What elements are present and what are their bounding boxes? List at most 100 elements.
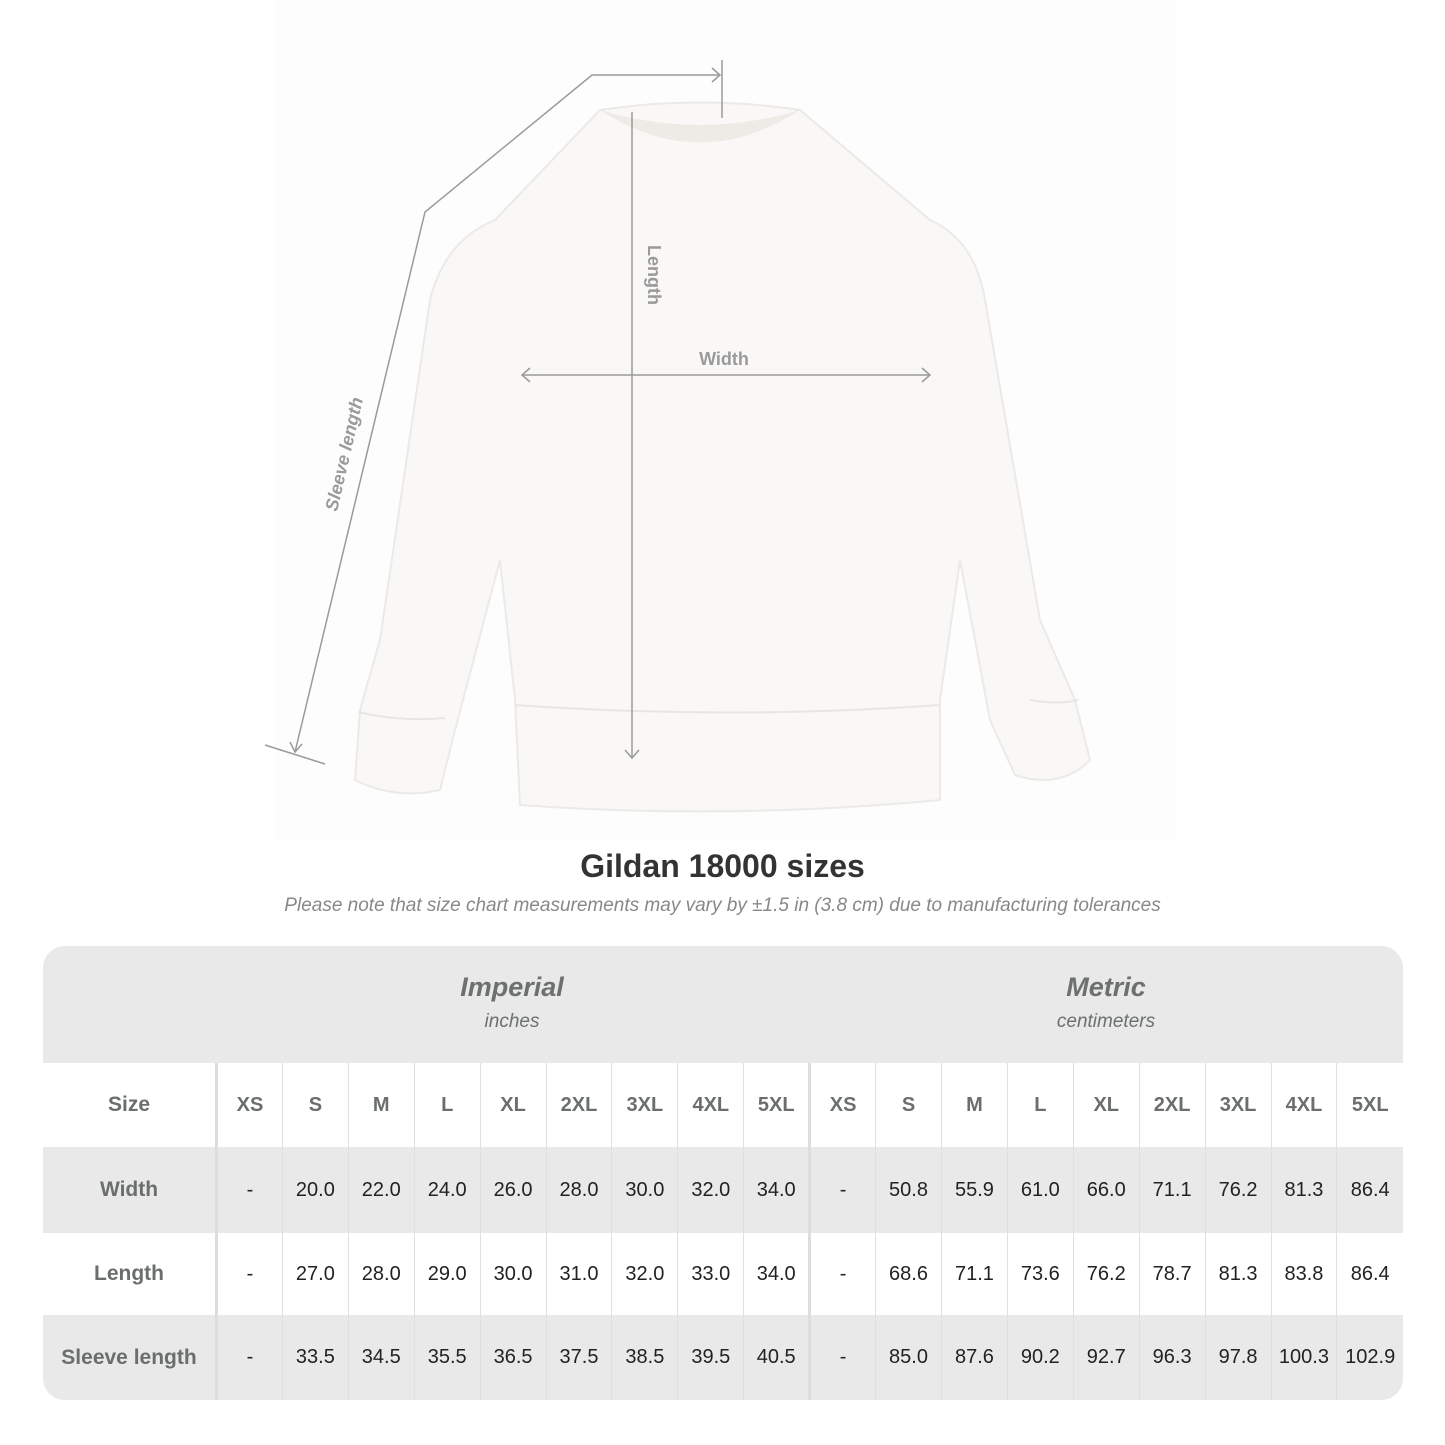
table-cell-imperial: 30.0 — [611, 1147, 678, 1233]
metric-header: Metric centimeters — [809, 946, 1403, 1063]
size-column-header-imperial: 3XL — [611, 1063, 678, 1147]
size-grid: Size XS S M L XL 2XL 3XL 4XL 5XL XS S M L XL 2XL 3XL 4XL 5… — [43, 1063, 1403, 1400]
metric-title: Metric — [1066, 972, 1146, 1002]
table-cell-imperial: 32.0 — [677, 1147, 744, 1233]
width-label: Width — [699, 349, 749, 369]
table-cell-imperial: - — [216, 1147, 283, 1233]
table-cell-metric: 87.6 — [940, 1315, 1008, 1400]
table-cell-imperial: 26.0 — [479, 1147, 547, 1233]
table-cell-imperial: 24.0 — [413, 1147, 481, 1233]
size-column-header-metric: 3XL — [1204, 1063, 1271, 1147]
sleeve-length-line — [294, 74, 720, 753]
size-label: Size — [43, 1063, 218, 1147]
size-column-header-metric: L — [1006, 1063, 1074, 1147]
arrowhead-icon — [921, 367, 932, 383]
sleeve-bottom-tick — [264, 744, 326, 765]
table-cell-metric: 83.8 — [1270, 1233, 1337, 1315]
table-cell-metric: 71.1 — [940, 1233, 1008, 1315]
arrowhead-icon — [520, 367, 531, 383]
table-cell-imperial: 33.5 — [281, 1315, 349, 1400]
arrowhead-icon — [289, 741, 303, 754]
table-cell-imperial: 20.0 — [281, 1147, 349, 1233]
row-label: Sleeve length — [43, 1315, 218, 1400]
table-row: Width -20.0 22.0 24.0 26.0 28.0 30.0 32.0 34.0-5… — [43, 1147, 1403, 1233]
table-cell-imperial: 29.0 — [413, 1233, 481, 1315]
table-cell-imperial: 40.5 — [743, 1315, 810, 1400]
table-cell-imperial: 39.5 — [677, 1315, 744, 1400]
table-cell-metric: - — [808, 1233, 876, 1315]
size-column-header-imperial: S — [281, 1063, 349, 1147]
table-cell-metric: - — [808, 1315, 876, 1400]
table-cell-imperial: 22.0 — [347, 1147, 415, 1233]
size-column-header-metric: XL — [1072, 1063, 1140, 1147]
table-cell-imperial: 33.0 — [677, 1233, 744, 1315]
size-column-header-imperial: M — [347, 1063, 415, 1147]
table-cell-metric: 66.0 — [1072, 1147, 1140, 1233]
table-cell-metric: 96.3 — [1138, 1315, 1206, 1400]
metric-unit: centimeters — [1056, 1011, 1156, 1032]
size-column-header-metric: S — [875, 1063, 942, 1147]
page-title: Gildan 18000 sizes — [580, 848, 865, 884]
table-cell-metric: 85.0 — [875, 1315, 942, 1400]
size-column-header-imperial: 5XL — [743, 1063, 810, 1147]
table-cell-imperial: 38.5 — [611, 1315, 678, 1400]
table-row: Sleeve length -33.5 34.5 35.5 36.5 37.5 38.5 39… — [43, 1315, 1403, 1400]
table-cell-metric: 73.6 — [1006, 1233, 1074, 1315]
row-label: Length — [43, 1233, 218, 1315]
tolerance-note: Please note that size chart measurements… — [284, 895, 1161, 916]
size-column-header-imperial: 2XL — [545, 1063, 612, 1147]
table-cell-imperial: - — [216, 1315, 283, 1400]
arrowhead-icon — [624, 749, 640, 760]
table-cell-metric: 81.3 — [1270, 1147, 1337, 1233]
row-label: Width — [43, 1147, 218, 1233]
table-cell-imperial: - — [216, 1233, 283, 1315]
table-cell-imperial: 36.5 — [479, 1315, 547, 1400]
size-column-header-metric: 5XL — [1336, 1063, 1403, 1147]
size-column-header-imperial: XL — [479, 1063, 547, 1147]
table-cell-metric: 55.9 — [940, 1147, 1008, 1233]
arrowhead-icon — [711, 67, 722, 83]
table-cell-imperial: 35.5 — [413, 1315, 481, 1400]
table-cell-metric: 61.0 — [1006, 1147, 1074, 1233]
size-column-header-metric: 4XL — [1270, 1063, 1337, 1147]
measurement-lines — [264, 60, 932, 765]
table-cell-imperial: 28.0 — [347, 1233, 415, 1315]
table-cell-imperial: 27.0 — [281, 1233, 349, 1315]
table-cell-imperial: 34.0 — [743, 1147, 810, 1233]
table-cell-imperial: 32.0 — [611, 1233, 678, 1315]
table-row: Length -27.0 28.0 29.0 30.0 31.0 32.0 33.0 34.0-… — [43, 1233, 1403, 1315]
sweatshirt-diagram: Width Length Sleeve length — [264, 60, 1092, 813]
imperial-title: Imperial — [460, 972, 564, 1002]
table-cell-metric: 92.7 — [1072, 1315, 1140, 1400]
table-cell-metric: - — [808, 1147, 876, 1233]
imperial-unit: inches — [484, 1011, 540, 1032]
size-column-header-imperial: L — [413, 1063, 481, 1147]
table-cell-metric: 86.4 — [1336, 1233, 1403, 1315]
table-cell-imperial: 31.0 — [545, 1233, 612, 1315]
table-cell-metric: 71.1 — [1138, 1147, 1206, 1233]
table-cell-imperial: 34.5 — [347, 1315, 415, 1400]
table-cell-imperial: 34.0 — [743, 1233, 810, 1315]
table-cell-imperial: 30.0 — [479, 1233, 547, 1315]
table-cell-metric: 76.2 — [1204, 1147, 1271, 1233]
size-column-header-metric: 2XL — [1138, 1063, 1206, 1147]
size-column-header-imperial: 4XL — [677, 1063, 744, 1147]
table-cell-metric: 78.7 — [1138, 1233, 1206, 1315]
table-cell-metric: 100.3 — [1270, 1315, 1337, 1400]
table-cell-metric: 102.9 — [1336, 1315, 1403, 1400]
table-cell-metric: 68.6 — [875, 1233, 942, 1315]
table-cell-imperial: 28.0 — [545, 1147, 612, 1233]
size-column-header-metric: M — [940, 1063, 1008, 1147]
table-cell-metric: 50.8 — [875, 1147, 942, 1233]
sweatshirt-image — [353, 101, 1092, 813]
imperial-header: Imperial inches — [215, 946, 809, 1063]
size-header-row: Size XS S M L XL 2XL 3XL 4XL 5XL XS S M L XL 2XL 3XL 4XL 5… — [43, 1063, 1403, 1147]
table-cell-metric: 86.4 — [1336, 1147, 1403, 1233]
size-column-header-metric: XS — [808, 1063, 876, 1147]
length-label: Length — [644, 245, 664, 305]
table-cell-metric: 97.8 — [1204, 1315, 1271, 1400]
table-cell-metric: 90.2 — [1006, 1315, 1074, 1400]
size-column-header-imperial: XS — [216, 1063, 283, 1147]
table-cell-metric: 81.3 — [1204, 1233, 1271, 1315]
table-cell-metric: 76.2 — [1072, 1233, 1140, 1315]
